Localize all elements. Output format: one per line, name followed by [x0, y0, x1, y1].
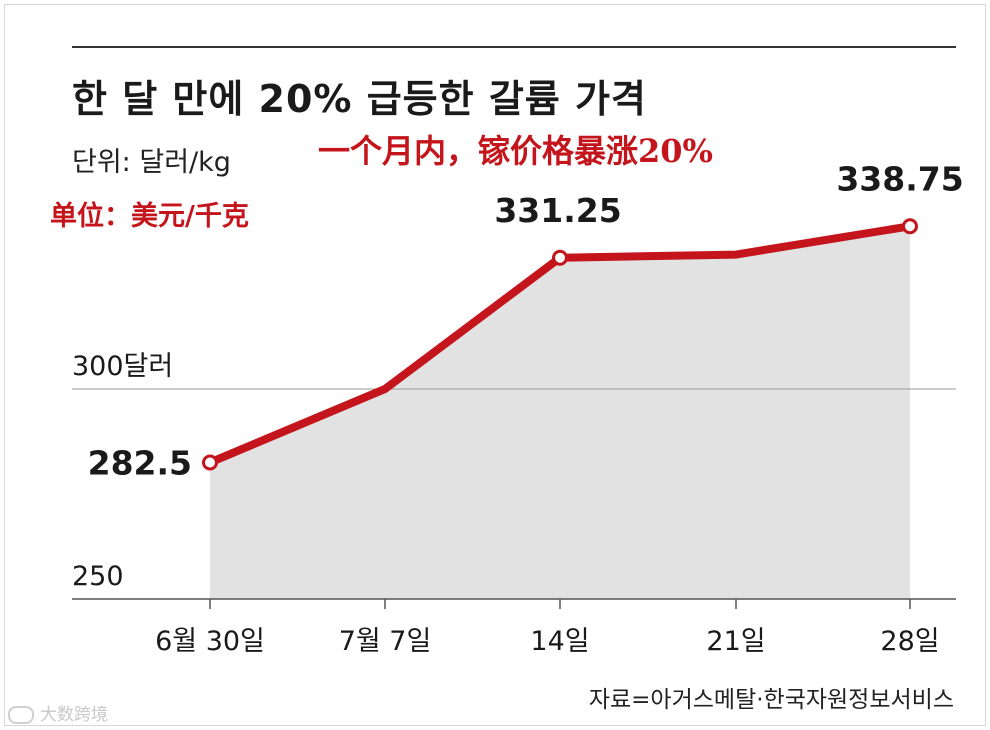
data-point-marker [202, 454, 218, 471]
x-tick-label: 28일 [880, 626, 939, 657]
overlay-translated-unit: 单位：美元/千克 [50, 201, 249, 232]
watermark-text: 大数跨境 [40, 705, 108, 725]
data-point-marker [902, 218, 918, 235]
y-tick-label: 300달러 [72, 351, 173, 382]
unit-label: 단위: 달러/kg [72, 147, 231, 178]
data-point-marker [552, 249, 568, 266]
data-label: 338.75 [836, 159, 963, 198]
data-label: 282.5 [88, 444, 192, 483]
source-credit: 자료=아거스메탈·한국자원정보서비스 [588, 687, 954, 713]
x-tick-label: 21일 [706, 626, 765, 657]
x-tick-label: 7월 7일 [339, 626, 432, 657]
chart-frame [4, 4, 986, 726]
data-label: 331.25 [494, 191, 621, 230]
y-tick-label: 250 [72, 561, 124, 592]
area-fill [210, 226, 910, 599]
x-tick-label: 14일 [530, 626, 589, 657]
overlay-translated-title: 一个月内，镓价格暴涨20% [318, 132, 713, 170]
x-tick-label: 6월 30일 [155, 626, 265, 657]
watermark-logo-icon [8, 706, 34, 724]
top-rule [72, 46, 956, 48]
chart-title: 한 달 만에 20% 급등한 갈륨 가격 [72, 77, 647, 121]
watermark: 大数跨境 [8, 700, 108, 725]
